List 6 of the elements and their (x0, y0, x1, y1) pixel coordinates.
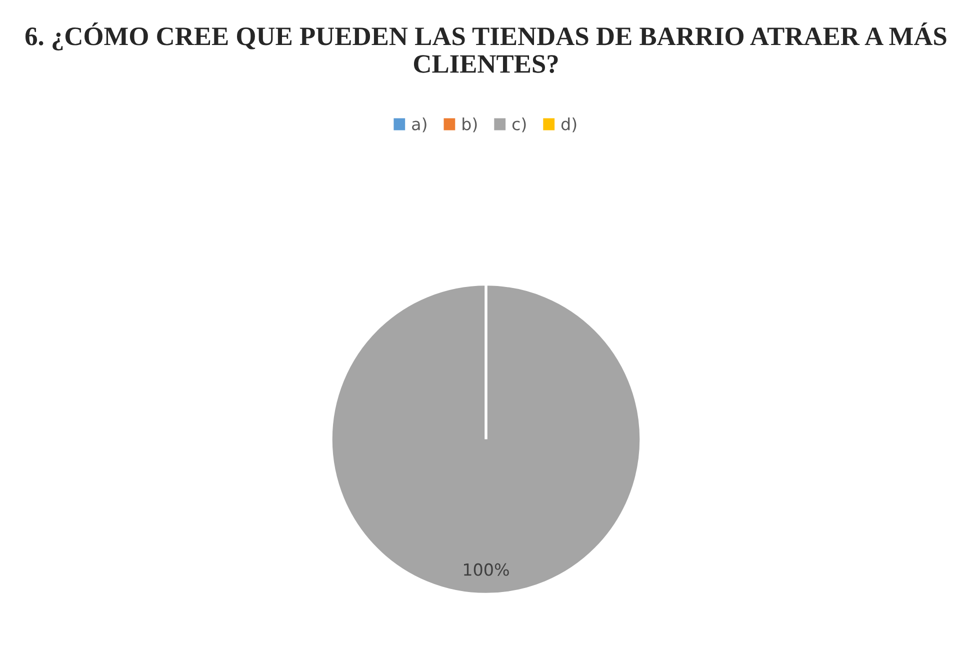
legend-label: b) (462, 117, 477, 132)
legend-label: a) (412, 117, 426, 132)
legend-label: c) (512, 117, 526, 132)
legend-label: d) (561, 117, 576, 132)
chart-title: 6. ¿CÓMO CREE QUE PUEDEN LAS TIENDAS DE BARRIO ATRAER A MÁS CLIENTES? (25, 22, 946, 73)
data-label: 100% (464, 563, 509, 576)
